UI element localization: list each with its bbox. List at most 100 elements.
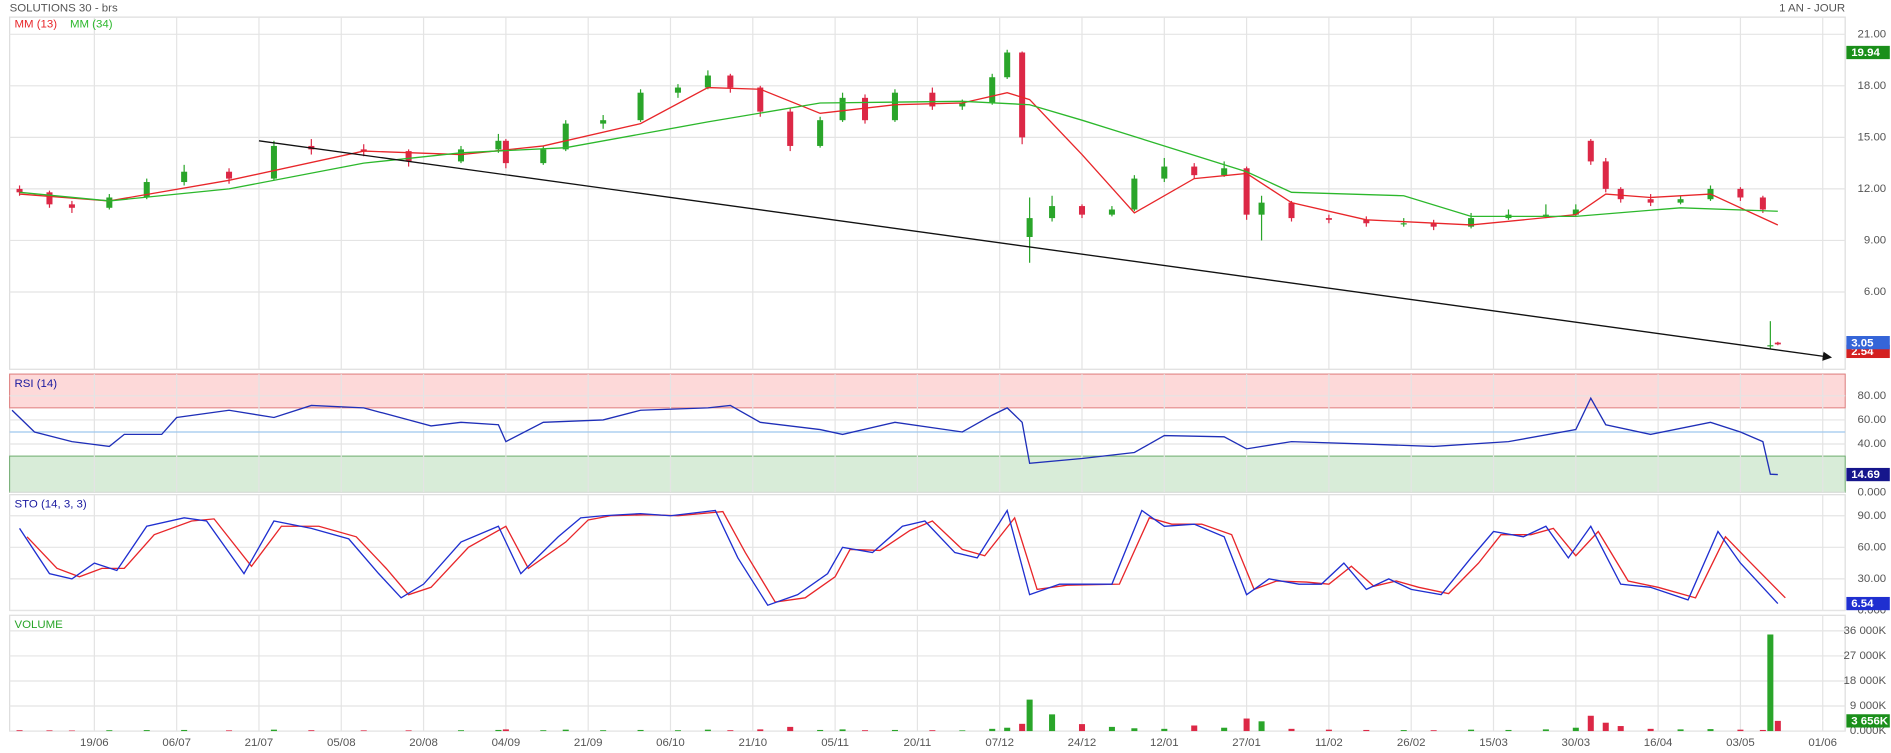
candle-body bbox=[1677, 199, 1684, 203]
candle-body bbox=[540, 149, 547, 164]
volume-bar bbox=[989, 728, 996, 732]
candle-body bbox=[674, 87, 681, 93]
value-badge-label: 3.05 bbox=[1851, 337, 1874, 349]
volume-bar bbox=[1288, 728, 1295, 732]
volume-bar bbox=[308, 730, 315, 732]
x-tick-label: 19/06 bbox=[80, 737, 109, 749]
volume-bar bbox=[46, 730, 53, 732]
x-tick-label: 03/05 bbox=[1726, 737, 1755, 749]
candle-body bbox=[405, 151, 412, 162]
y-tick-label: 40.00 bbox=[1858, 438, 1887, 450]
volume-bar bbox=[704, 729, 711, 732]
volume-bar bbox=[1737, 729, 1744, 732]
volume-bar bbox=[1505, 729, 1512, 732]
candle-body bbox=[46, 192, 53, 205]
candle-body bbox=[637, 92, 644, 121]
candle-body bbox=[1049, 206, 1056, 219]
volume-bar bbox=[1468, 729, 1475, 732]
candle-body bbox=[1004, 52, 1011, 78]
x-tick-label: 21/09 bbox=[574, 737, 603, 749]
panel bbox=[9, 16, 1846, 370]
candle-body bbox=[1759, 197, 1766, 210]
candle-body bbox=[1468, 218, 1475, 227]
volume-bar bbox=[1602, 722, 1609, 732]
candle-body bbox=[1767, 345, 1774, 347]
candle-body bbox=[704, 75, 711, 88]
candle-body bbox=[1243, 168, 1250, 215]
volume-bar bbox=[1243, 718, 1250, 732]
y-tick-label: 27 000K bbox=[1844, 650, 1887, 662]
candle-body bbox=[1617, 188, 1624, 200]
y-tick-label: 80.00 bbox=[1858, 390, 1887, 402]
candle-body bbox=[1602, 161, 1609, 189]
y-tick-label: 60.00 bbox=[1858, 541, 1887, 553]
x-tick-label: 06/07 bbox=[162, 737, 191, 749]
volume-bar bbox=[562, 729, 569, 732]
volume-bar bbox=[757, 729, 764, 732]
volume-bar bbox=[1587, 715, 1594, 732]
volume-bar bbox=[787, 726, 794, 732]
candle-body bbox=[891, 92, 898, 121]
volume-bar bbox=[839, 729, 846, 732]
volume-bar bbox=[929, 730, 936, 732]
candle-body bbox=[1258, 202, 1265, 215]
y-tick-label: 36 000K bbox=[1844, 625, 1887, 637]
value-badge bbox=[1846, 336, 1890, 350]
volume-bar bbox=[1019, 723, 1026, 732]
candle-body bbox=[839, 97, 846, 121]
volume-bar bbox=[1647, 728, 1654, 732]
volume-bar bbox=[495, 729, 502, 732]
x-tick-label: 21/10 bbox=[738, 737, 767, 749]
candle-body bbox=[226, 171, 233, 179]
value-badge bbox=[1846, 467, 1890, 482]
indicator-line bbox=[26, 510, 1786, 603]
volume-bar bbox=[1677, 729, 1684, 732]
volume-bar bbox=[502, 729, 509, 732]
candle-body bbox=[1161, 166, 1168, 179]
volume-bar bbox=[1759, 729, 1766, 732]
x-tick-label: 30/03 bbox=[1562, 737, 1591, 749]
indicator-line bbox=[18, 508, 1779, 607]
candle-body bbox=[862, 97, 869, 121]
volume-bar bbox=[862, 730, 869, 732]
volume-bar bbox=[16, 730, 23, 732]
value-badge-label: 19.94 bbox=[1851, 47, 1880, 59]
x-tick-label: 16/04 bbox=[1644, 737, 1673, 749]
value-badge bbox=[1846, 714, 1890, 728]
candle-body bbox=[495, 140, 502, 150]
volume-bar bbox=[1325, 729, 1332, 732]
volume-bar bbox=[637, 729, 644, 732]
volume-bar bbox=[1542, 729, 1549, 732]
volume-bar bbox=[1221, 727, 1228, 732]
volume-bar bbox=[270, 729, 277, 732]
candle-body bbox=[1363, 219, 1370, 224]
candle-body bbox=[727, 75, 734, 88]
value-badge-label: 3 656K bbox=[1851, 716, 1889, 728]
candle-body bbox=[600, 120, 607, 124]
candle-body bbox=[270, 145, 277, 179]
y-tick-label: 9.00 bbox=[1864, 234, 1886, 246]
candle-body bbox=[1542, 214, 1549, 216]
candle-body bbox=[143, 182, 150, 198]
candle-body bbox=[817, 120, 824, 146]
volume-bar bbox=[817, 729, 824, 732]
candle-body bbox=[989, 77, 996, 104]
volume-bar bbox=[226, 730, 233, 732]
value-badge-label: 14.69 bbox=[1851, 469, 1880, 481]
band bbox=[9, 455, 1846, 493]
volume-bar bbox=[457, 730, 465, 732]
x-tick-label: 05/11 bbox=[821, 737, 849, 749]
x-tick-label: 04/09 bbox=[492, 737, 521, 749]
candle-body bbox=[360, 149, 367, 152]
x-tick-label: 07/12 bbox=[985, 737, 1014, 749]
y-tick-label: 60.00 bbox=[1858, 414, 1887, 426]
candle-body bbox=[1026, 218, 1033, 237]
panel bbox=[9, 614, 1846, 732]
volume-bar bbox=[1026, 699, 1033, 732]
candle-body bbox=[1737, 188, 1744, 198]
chart-title: SOLUTIONS 30 - brs bbox=[10, 3, 118, 15]
candle-body bbox=[1078, 206, 1086, 215]
candle-body bbox=[1430, 223, 1437, 227]
value-badge bbox=[1846, 45, 1890, 60]
x-tick-label: 06/10 bbox=[656, 737, 685, 749]
